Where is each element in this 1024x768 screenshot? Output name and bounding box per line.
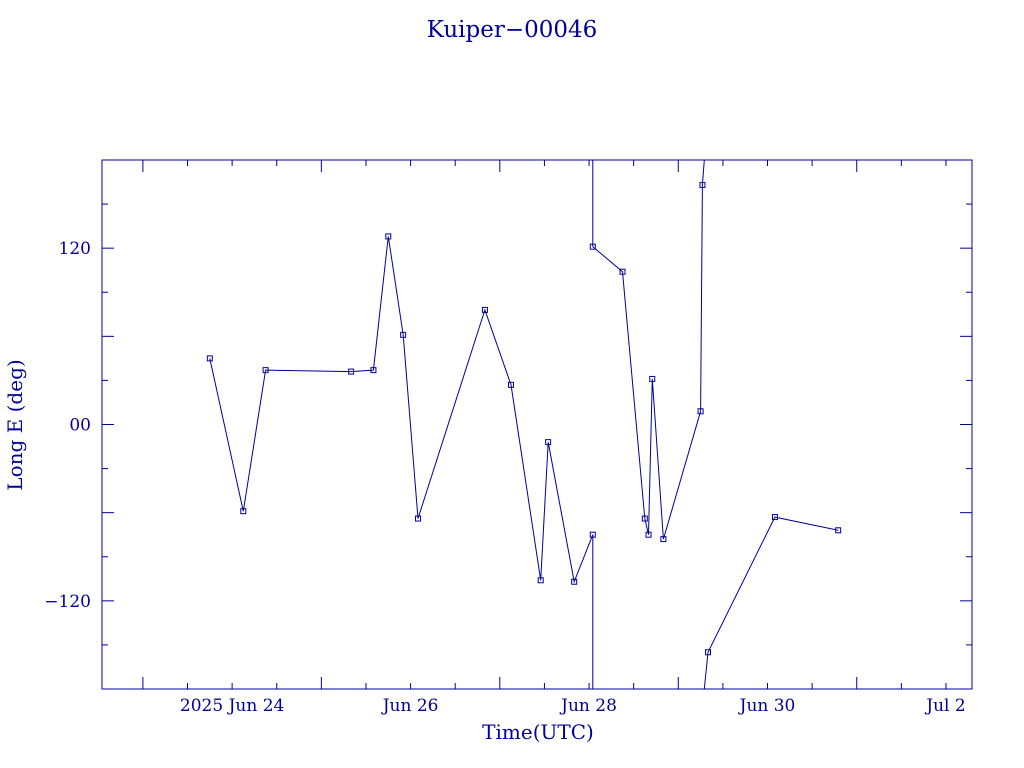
data-point-marker: [589, 531, 596, 538]
data-point-marker: [537, 577, 544, 584]
y-tick-label: 120: [59, 239, 91, 259]
x-tick-label: Jun 30: [738, 696, 796, 716]
x-axis-label: Time(UTC): [482, 720, 594, 744]
data-point-marker: [400, 331, 407, 338]
x-tick-label: Jun 28: [559, 696, 617, 716]
data-point-marker: [649, 375, 656, 382]
data-point-marker: [835, 527, 842, 534]
y-tick-label: 00: [69, 416, 91, 436]
x-tick-label: 2025 Jun 24: [180, 696, 284, 716]
data-point-marker: [697, 408, 704, 415]
series-line: [703, 516, 839, 690]
data-point-marker: [481, 306, 488, 313]
y-axis-label: Long E (deg): [3, 359, 27, 490]
data-point-marker: [262, 367, 269, 374]
data-point-marker: [641, 515, 648, 522]
series-line: [592, 159, 705, 540]
data-point-marker: [385, 233, 392, 240]
data-point-marker: [771, 514, 778, 521]
plot-frame: [101, 159, 973, 690]
data-point-marker: [545, 439, 552, 446]
tick-labels: 2025 Jun 24 Jun 26 Jun 28 Jun 30 Jul 2 120 00 −…: [44, 239, 965, 716]
data-point-marker: [645, 531, 652, 538]
data-point-marker: [240, 508, 247, 515]
data-point-marker: [571, 578, 578, 585]
series-line: [209, 236, 594, 689]
data-point-marker: [348, 368, 355, 375]
x-tick-label: Jul 2: [924, 696, 965, 716]
chart-title: Kuiper−00046: [427, 17, 598, 43]
data-series: [206, 159, 842, 690]
data-point-marker: [206, 355, 213, 362]
x-tick-label: Jun 26: [381, 696, 439, 716]
data-point-marker: [705, 649, 712, 656]
data-point-marker: [507, 381, 514, 388]
data-point-marker: [619, 268, 626, 275]
data-point-marker: [699, 181, 706, 188]
axis-ticks: [102, 160, 972, 689]
data-point-marker: [589, 243, 596, 250]
data-point-marker: [370, 367, 377, 374]
y-tick-label: −120: [44, 592, 91, 612]
data-point-marker: [660, 536, 667, 543]
data-point-marker: [415, 515, 422, 522]
